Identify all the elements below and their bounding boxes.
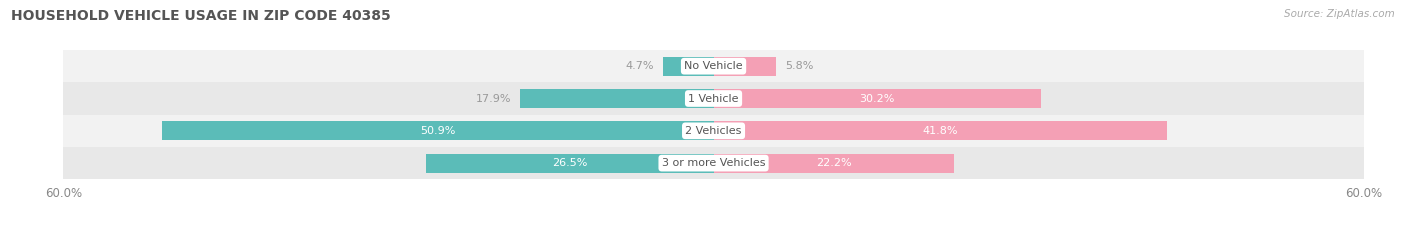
- Text: 4.7%: 4.7%: [626, 61, 654, 71]
- Text: 3 or more Vehicles: 3 or more Vehicles: [662, 158, 765, 168]
- Text: HOUSEHOLD VEHICLE USAGE IN ZIP CODE 40385: HOUSEHOLD VEHICLE USAGE IN ZIP CODE 4038…: [11, 9, 391, 23]
- Bar: [162, 121, 713, 140]
- Text: 26.5%: 26.5%: [553, 158, 588, 168]
- Text: 1 Vehicle: 1 Vehicle: [689, 94, 738, 103]
- Text: 17.9%: 17.9%: [475, 94, 510, 103]
- Bar: [63, 115, 1364, 147]
- Bar: [63, 147, 1364, 179]
- Text: 2 Vehicles: 2 Vehicles: [685, 126, 742, 136]
- Bar: [520, 89, 713, 108]
- Text: 22.2%: 22.2%: [815, 158, 852, 168]
- Bar: [713, 89, 1040, 108]
- Bar: [63, 50, 1364, 82]
- Text: 5.8%: 5.8%: [785, 61, 814, 71]
- Bar: [426, 154, 713, 172]
- Bar: [713, 121, 1167, 140]
- Text: Source: ZipAtlas.com: Source: ZipAtlas.com: [1284, 9, 1395, 19]
- Text: 30.2%: 30.2%: [859, 94, 894, 103]
- Bar: [713, 154, 955, 172]
- Bar: [713, 57, 776, 76]
- Bar: [662, 57, 713, 76]
- Text: 41.8%: 41.8%: [922, 126, 957, 136]
- Text: No Vehicle: No Vehicle: [685, 61, 742, 71]
- Bar: [63, 82, 1364, 115]
- Text: 50.9%: 50.9%: [420, 126, 456, 136]
